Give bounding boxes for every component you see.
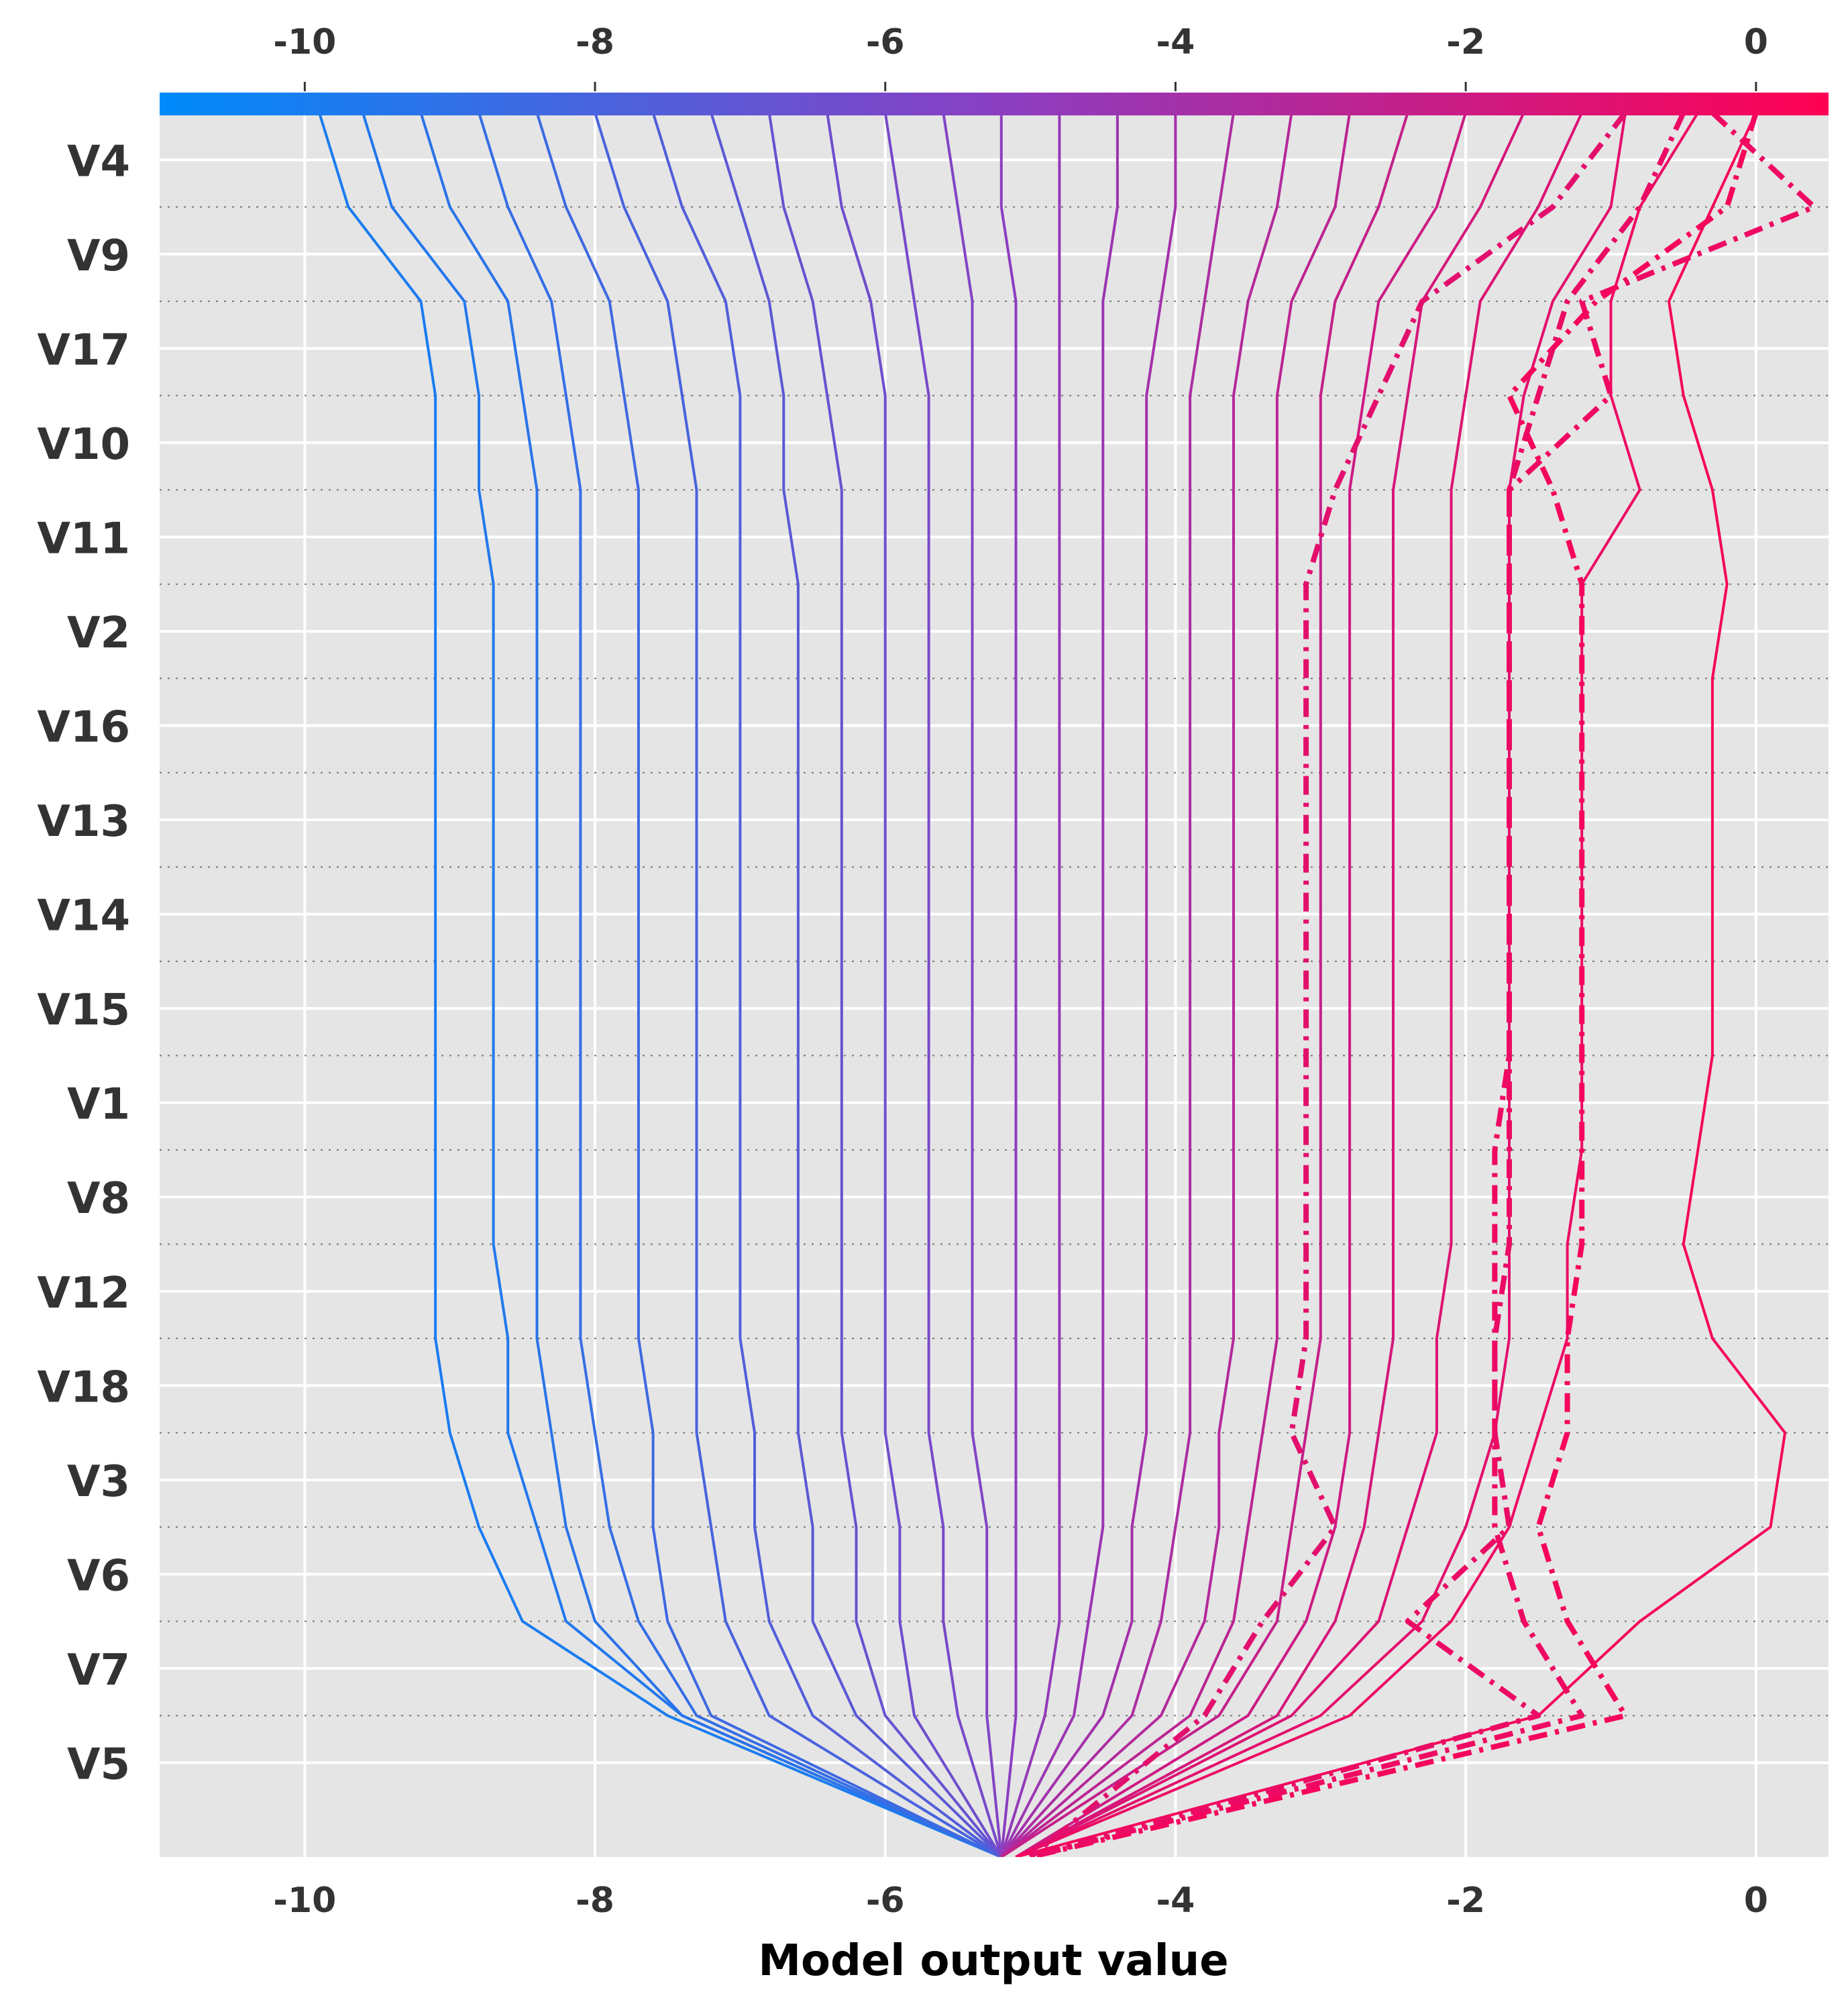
feature-label: V2: [67, 608, 130, 658]
top-x-tick-label: -10: [273, 22, 336, 62]
colorbar: [160, 93, 1829, 115]
top-axis: -10 -8 -6 -4 -2 0: [273, 22, 1768, 91]
decision-line: [942, 113, 1003, 1857]
plot-background: [160, 113, 1829, 1857]
decision-line: [1030, 113, 1686, 1857]
decision-lines: [318, 113, 1817, 1857]
top-x-tick-label: 0: [1744, 22, 1768, 62]
decision-line: [651, 113, 1002, 1857]
decision-line: [1015, 113, 1468, 1857]
feature-label: V1: [67, 1080, 130, 1130]
top-x-tick-label: -2: [1446, 22, 1485, 62]
decision-line: [318, 113, 1002, 1857]
feature-label: V9: [67, 231, 130, 281]
bottom-x-tick-label: -10: [273, 1881, 336, 1921]
bottom-x-tick-label: -2: [1446, 1881, 1485, 1921]
decision-line: [594, 113, 1002, 1857]
feature-label: V8: [67, 1174, 130, 1224]
feature-label: V10: [37, 420, 130, 470]
feature-label: V11: [37, 514, 130, 564]
feature-label: V6: [67, 1551, 130, 1601]
feature-label: V16: [37, 703, 130, 753]
feature-label: V12: [37, 1269, 130, 1318]
decision-line: [999, 113, 1061, 1857]
bottom-x-tick-label: -6: [866, 1881, 905, 1921]
decision-line: [1000, 113, 1235, 1857]
decision-line: [1000, 113, 1119, 1857]
decision-line: [478, 113, 1002, 1857]
decision-line: [1000, 113, 1352, 1857]
bottom-x-tick-label: -4: [1156, 1881, 1195, 1921]
decision-line: [535, 113, 1002, 1857]
decision-line: [1000, 113, 1409, 1857]
top-x-tick-label: -6: [866, 22, 905, 62]
decision-line: [826, 113, 1003, 1857]
feature-label: V7: [67, 1646, 130, 1695]
feature-label: V13: [37, 797, 130, 847]
decision-line: [419, 113, 1002, 1857]
top-x-tick-label: -8: [576, 22, 614, 62]
feature-label: V17: [37, 325, 130, 375]
decision-line: [999, 113, 1018, 1857]
feature-axis: V4 V9 V17 V10 V11 V2 V16 V13 V14 V15 V1 V8 V12 V18 V3 V…: [37, 137, 130, 1789]
decision-line: [1000, 113, 1177, 1857]
x-axis-label: Model output value: [758, 1936, 1228, 1986]
bottom-x-tick-label: -8: [576, 1881, 614, 1921]
feature-label: V15: [37, 986, 130, 1035]
feature-label: V18: [37, 1363, 130, 1412]
top-x-tick-label: -4: [1156, 22, 1195, 62]
decision-line: [361, 113, 1002, 1857]
bottom-x-tick-label: 0: [1744, 1881, 1768, 1921]
decision-line: [710, 113, 1003, 1857]
decision-line: [1030, 113, 1817, 1857]
feature-label: V4: [67, 137, 130, 187]
decision-line: [1015, 113, 1787, 1857]
decision-line: [1000, 113, 1293, 1857]
bottom-axis: -10 -8 -6 -4 -2 0: [273, 1881, 1768, 1921]
decision-line: [1015, 113, 1700, 1857]
feature-label: V5: [67, 1740, 130, 1789]
feature-label: V14: [37, 892, 130, 941]
decision-line: [1015, 113, 1525, 1857]
decision-line: [883, 113, 1003, 1857]
decision-line: [767, 113, 1003, 1857]
feature-label: V3: [67, 1457, 130, 1507]
decision-line: [1028, 113, 1628, 1857]
decision-line: [1015, 113, 1584, 1857]
